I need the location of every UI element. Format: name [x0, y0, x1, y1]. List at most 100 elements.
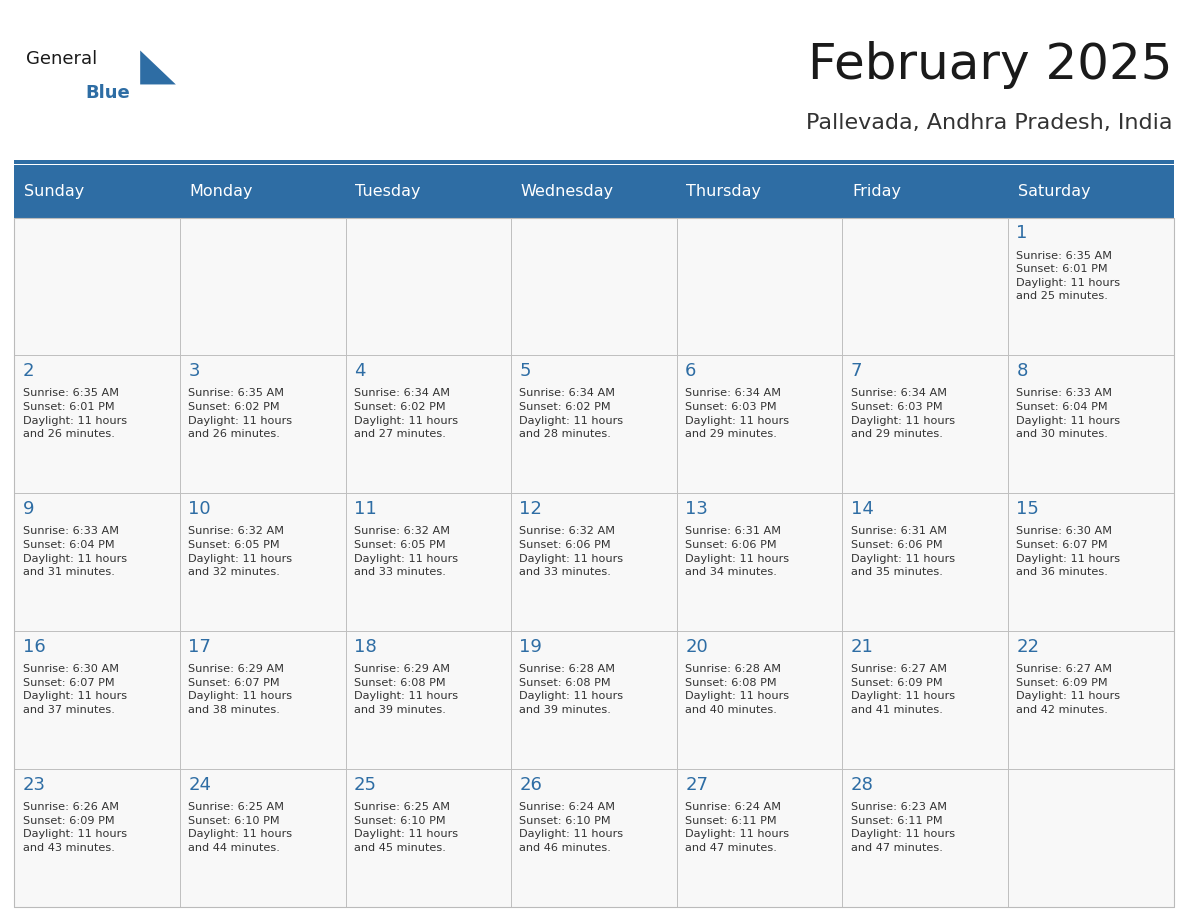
Text: 28: 28: [851, 776, 873, 793]
Bar: [1009, 165, 1174, 218]
Text: Sunrise: 6:34 AM
Sunset: 6:03 PM
Daylight: 11 hours
and 29 minutes.: Sunrise: 6:34 AM Sunset: 6:03 PM Dayligh…: [685, 388, 789, 440]
Text: Thursday: Thursday: [687, 184, 762, 199]
Text: Sunrise: 6:28 AM
Sunset: 6:08 PM
Daylight: 11 hours
and 40 minutes.: Sunrise: 6:28 AM Sunset: 6:08 PM Dayligh…: [685, 665, 789, 715]
Text: 26: 26: [519, 776, 543, 793]
Text: Sunrise: 6:30 AM
Sunset: 6:07 PM
Daylight: 11 hours
and 36 minutes.: Sunrise: 6:30 AM Sunset: 6:07 PM Dayligh…: [1017, 526, 1120, 577]
Text: Sunrise: 6:34 AM
Sunset: 6:02 PM
Daylight: 11 hours
and 28 minutes.: Sunrise: 6:34 AM Sunset: 6:02 PM Dayligh…: [519, 388, 624, 440]
Bar: [346, 218, 511, 355]
Bar: [346, 493, 511, 632]
Bar: [1009, 355, 1174, 493]
Bar: [842, 493, 1009, 632]
Text: Sunrise: 6:29 AM
Sunset: 6:07 PM
Daylight: 11 hours
and 38 minutes.: Sunrise: 6:29 AM Sunset: 6:07 PM Dayligh…: [188, 665, 292, 715]
Text: Sunrise: 6:23 AM
Sunset: 6:11 PM
Daylight: 11 hours
and 47 minutes.: Sunrise: 6:23 AM Sunset: 6:11 PM Dayligh…: [851, 802, 955, 853]
Text: Sunrise: 6:33 AM
Sunset: 6:04 PM
Daylight: 11 hours
and 30 minutes.: Sunrise: 6:33 AM Sunset: 6:04 PM Dayligh…: [1017, 388, 1120, 440]
Text: 16: 16: [23, 638, 45, 655]
Text: 20: 20: [685, 638, 708, 655]
Text: 21: 21: [851, 638, 873, 655]
Text: Sunrise: 6:25 AM
Sunset: 6:10 PM
Daylight: 11 hours
and 44 minutes.: Sunrise: 6:25 AM Sunset: 6:10 PM Dayligh…: [188, 802, 292, 853]
Bar: [1009, 632, 1174, 769]
Bar: [842, 769, 1009, 907]
Text: 7: 7: [851, 362, 862, 380]
Text: Sunrise: 6:32 AM
Sunset: 6:05 PM
Daylight: 11 hours
and 32 minutes.: Sunrise: 6:32 AM Sunset: 6:05 PM Dayligh…: [188, 526, 292, 577]
Text: Blue: Blue: [86, 84, 131, 103]
Bar: [14, 493, 179, 632]
Text: February 2025: February 2025: [808, 41, 1173, 89]
Text: General: General: [26, 50, 97, 69]
Text: 10: 10: [188, 499, 210, 518]
Bar: [677, 165, 842, 218]
Text: 19: 19: [519, 638, 543, 655]
Text: 3: 3: [188, 362, 200, 380]
Text: Sunrise: 6:32 AM
Sunset: 6:06 PM
Daylight: 11 hours
and 33 minutes.: Sunrise: 6:32 AM Sunset: 6:06 PM Dayligh…: [519, 526, 624, 577]
Text: 18: 18: [354, 638, 377, 655]
Bar: [1009, 493, 1174, 632]
Bar: [14, 218, 1174, 907]
Text: Wednesday: Wednesday: [520, 184, 614, 199]
Text: 11: 11: [354, 499, 377, 518]
Text: 5: 5: [519, 362, 531, 380]
Text: Sunrise: 6:35 AM
Sunset: 6:01 PM
Daylight: 11 hours
and 25 minutes.: Sunrise: 6:35 AM Sunset: 6:01 PM Dayligh…: [1017, 251, 1120, 301]
Text: Sunrise: 6:34 AM
Sunset: 6:03 PM
Daylight: 11 hours
and 29 minutes.: Sunrise: 6:34 AM Sunset: 6:03 PM Dayligh…: [851, 388, 955, 440]
Bar: [677, 769, 842, 907]
Text: Sunrise: 6:33 AM
Sunset: 6:04 PM
Daylight: 11 hours
and 31 minutes.: Sunrise: 6:33 AM Sunset: 6:04 PM Dayligh…: [23, 526, 127, 577]
Bar: [14, 355, 179, 493]
Bar: [842, 165, 1009, 218]
Bar: [1009, 218, 1174, 355]
Text: Sunrise: 6:25 AM
Sunset: 6:10 PM
Daylight: 11 hours
and 45 minutes.: Sunrise: 6:25 AM Sunset: 6:10 PM Dayligh…: [354, 802, 459, 853]
Text: Sunrise: 6:24 AM
Sunset: 6:11 PM
Daylight: 11 hours
and 47 minutes.: Sunrise: 6:24 AM Sunset: 6:11 PM Dayligh…: [685, 802, 789, 853]
Text: Sunrise: 6:28 AM
Sunset: 6:08 PM
Daylight: 11 hours
and 39 minutes.: Sunrise: 6:28 AM Sunset: 6:08 PM Dayligh…: [519, 665, 624, 715]
Text: Saturday: Saturday: [1018, 184, 1091, 199]
Bar: [179, 769, 346, 907]
Text: 12: 12: [519, 499, 543, 518]
Bar: [14, 165, 179, 218]
Bar: [14, 769, 179, 907]
Text: 2: 2: [23, 362, 34, 380]
Bar: [179, 165, 346, 218]
Text: Sunrise: 6:31 AM
Sunset: 6:06 PM
Daylight: 11 hours
and 35 minutes.: Sunrise: 6:31 AM Sunset: 6:06 PM Dayligh…: [851, 526, 955, 577]
Text: Sunrise: 6:31 AM
Sunset: 6:06 PM
Daylight: 11 hours
and 34 minutes.: Sunrise: 6:31 AM Sunset: 6:06 PM Dayligh…: [685, 526, 789, 577]
Text: Monday: Monday: [189, 184, 253, 199]
Bar: [346, 165, 511, 218]
Text: 23: 23: [23, 776, 45, 793]
Text: 13: 13: [685, 499, 708, 518]
Text: Sunrise: 6:27 AM
Sunset: 6:09 PM
Daylight: 11 hours
and 42 minutes.: Sunrise: 6:27 AM Sunset: 6:09 PM Dayligh…: [1017, 665, 1120, 715]
Text: Sunrise: 6:27 AM
Sunset: 6:09 PM
Daylight: 11 hours
and 41 minutes.: Sunrise: 6:27 AM Sunset: 6:09 PM Dayligh…: [851, 665, 955, 715]
Bar: [677, 355, 842, 493]
Bar: [14, 218, 179, 355]
Text: 1: 1: [1017, 224, 1028, 242]
Bar: [677, 632, 842, 769]
Bar: [346, 355, 511, 493]
Text: 4: 4: [354, 362, 366, 380]
Bar: [677, 493, 842, 632]
Text: 27: 27: [685, 776, 708, 793]
Bar: [179, 218, 346, 355]
Text: Sunrise: 6:26 AM
Sunset: 6:09 PM
Daylight: 11 hours
and 43 minutes.: Sunrise: 6:26 AM Sunset: 6:09 PM Dayligh…: [23, 802, 127, 853]
Text: Sunrise: 6:34 AM
Sunset: 6:02 PM
Daylight: 11 hours
and 27 minutes.: Sunrise: 6:34 AM Sunset: 6:02 PM Dayligh…: [354, 388, 459, 440]
Bar: [511, 493, 677, 632]
Bar: [842, 218, 1009, 355]
Bar: [677, 218, 842, 355]
Text: 17: 17: [188, 638, 211, 655]
Bar: [842, 632, 1009, 769]
Text: Sunrise: 6:29 AM
Sunset: 6:08 PM
Daylight: 11 hours
and 39 minutes.: Sunrise: 6:29 AM Sunset: 6:08 PM Dayligh…: [354, 665, 459, 715]
Text: Sunday: Sunday: [24, 184, 84, 199]
Text: Sunrise: 6:32 AM
Sunset: 6:05 PM
Daylight: 11 hours
and 33 minutes.: Sunrise: 6:32 AM Sunset: 6:05 PM Dayligh…: [354, 526, 459, 577]
Bar: [842, 355, 1009, 493]
Bar: [511, 769, 677, 907]
Bar: [14, 160, 1174, 164]
Text: Friday: Friday: [852, 184, 901, 199]
Bar: [1009, 769, 1174, 907]
Text: 9: 9: [23, 499, 34, 518]
Text: 15: 15: [1017, 499, 1040, 518]
Bar: [346, 632, 511, 769]
Text: 14: 14: [851, 499, 873, 518]
Bar: [511, 355, 677, 493]
Text: Pallevada, Andhra Pradesh, India: Pallevada, Andhra Pradesh, India: [805, 113, 1173, 133]
Text: 24: 24: [188, 776, 211, 793]
Bar: [511, 165, 677, 218]
Bar: [14, 632, 179, 769]
Bar: [511, 218, 677, 355]
Polygon shape: [140, 50, 176, 84]
Text: Tuesday: Tuesday: [355, 184, 421, 199]
Text: Sunrise: 6:30 AM
Sunset: 6:07 PM
Daylight: 11 hours
and 37 minutes.: Sunrise: 6:30 AM Sunset: 6:07 PM Dayligh…: [23, 665, 127, 715]
